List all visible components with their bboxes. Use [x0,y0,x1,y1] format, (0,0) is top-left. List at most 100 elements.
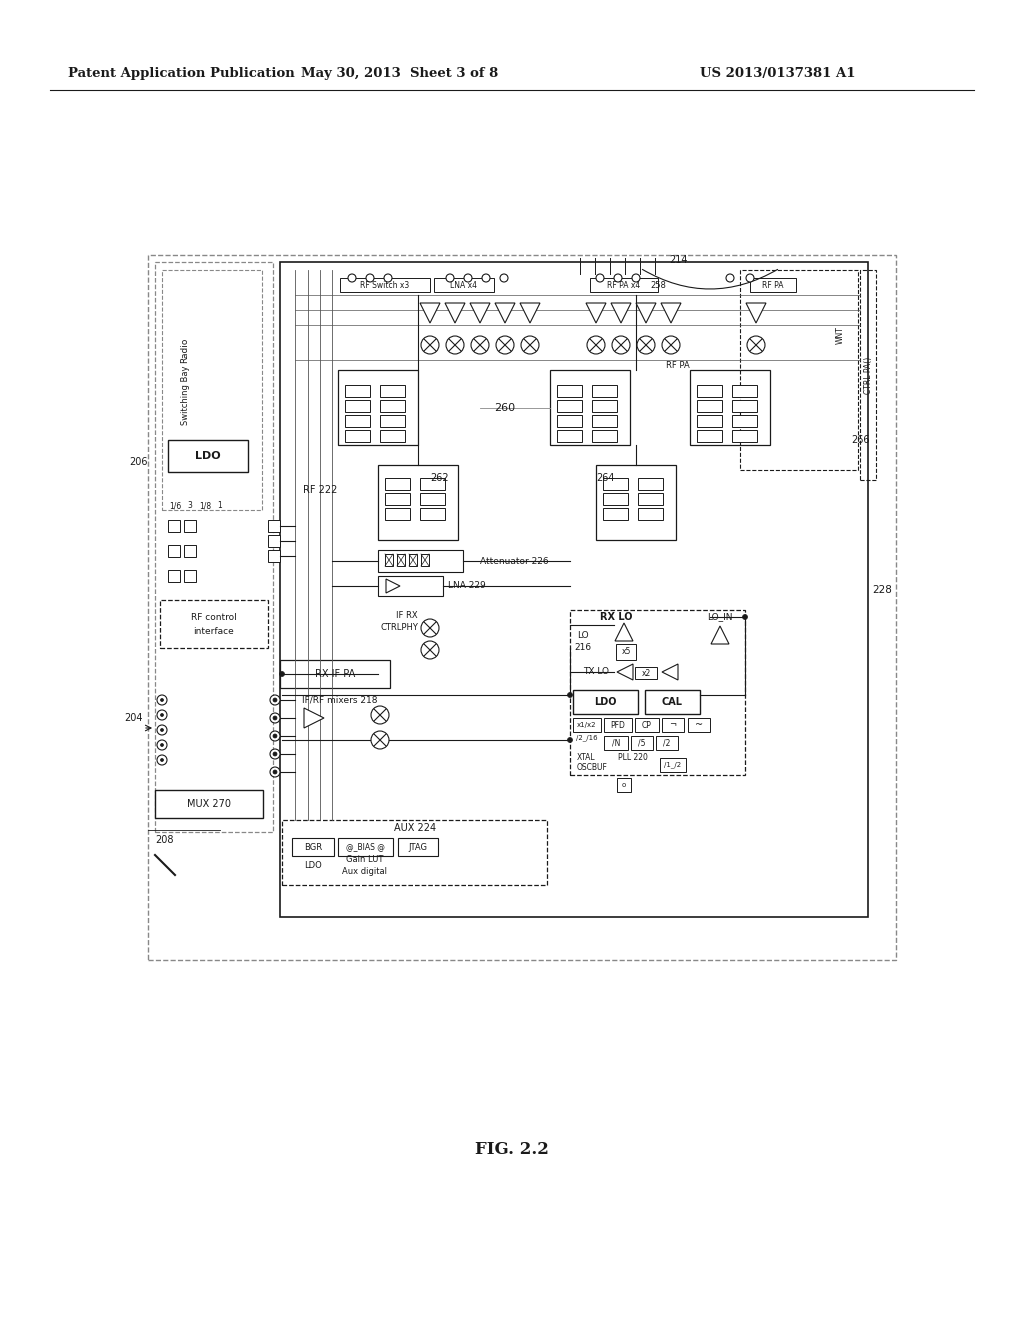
Circle shape [273,715,278,719]
Bar [697,414,722,426]
Text: RX LO: RX LO [600,612,633,622]
Text: PLL 220: PLL 220 [618,754,648,763]
Circle shape [446,337,464,354]
Bar [168,520,180,532]
Bar [645,690,700,714]
Text: /1_/2: /1_/2 [665,762,682,768]
Bar [168,570,180,582]
Text: /N: /N [611,738,621,747]
Text: RF 222: RF 222 [303,484,337,495]
Circle shape [161,698,164,701]
Text: interface: interface [194,627,234,636]
Polygon shape [662,664,678,680]
Bar [592,400,617,412]
Circle shape [521,337,539,354]
Circle shape [471,337,489,354]
Bar [268,550,280,562]
Text: ~: ~ [695,719,703,730]
Polygon shape [615,623,633,642]
Polygon shape [711,626,729,644]
Text: 206: 206 [129,457,148,467]
Bar [635,667,657,678]
Circle shape [662,337,680,354]
Text: 1: 1 [218,502,222,511]
Text: CTRLPHY: CTRLPHY [380,623,418,632]
Circle shape [157,696,167,705]
Text: 204: 204 [125,713,143,723]
Bar [398,838,438,855]
Text: 266: 266 [852,436,870,445]
Circle shape [421,619,439,638]
Circle shape [161,729,164,731]
Text: LO: LO [578,631,589,639]
Text: XTAL: XTAL [577,754,596,763]
Bar [660,758,686,772]
Bar [573,718,601,733]
Bar [557,414,582,426]
Bar [292,838,334,855]
Bar [380,430,406,442]
Bar [596,465,676,540]
Text: RF control: RF control [191,614,237,623]
Polygon shape [445,304,465,323]
Circle shape [273,770,278,774]
Polygon shape [520,304,540,323]
Bar [380,414,406,426]
Bar [155,789,263,818]
Text: LNA 229: LNA 229 [449,582,485,590]
Bar [378,465,458,540]
Bar [732,430,757,442]
Text: IF/RF mixers 218: IF/RF mixers 218 [302,696,378,705]
Bar [603,478,628,490]
Bar [573,690,638,714]
Polygon shape [304,708,324,729]
Bar [421,554,429,566]
Bar [592,414,617,426]
Text: LDO: LDO [196,451,221,461]
Polygon shape [611,304,631,323]
Bar [282,820,547,884]
Bar [345,385,370,397]
Circle shape [567,738,572,742]
Bar [162,271,262,510]
Circle shape [637,337,655,354]
Bar [160,601,268,648]
Text: 216: 216 [574,644,592,652]
Bar [557,385,582,397]
Bar [732,400,757,412]
Bar [732,385,757,397]
Text: x1/x2: x1/x2 [578,722,597,729]
Circle shape [567,693,572,697]
Circle shape [746,275,754,282]
Bar [385,492,410,506]
Circle shape [270,767,280,777]
Text: IF RX: IF RX [396,610,418,619]
Circle shape [270,696,280,705]
Text: /2: /2 [664,738,671,747]
Circle shape [464,275,472,282]
Text: 1/8: 1/8 [199,502,211,511]
Bar [662,718,684,733]
Polygon shape [386,579,400,593]
Text: MUX 270: MUX 270 [187,799,231,809]
Text: FIG. 2.2: FIG. 2.2 [475,1142,549,1159]
Text: LNA x4: LNA x4 [451,281,477,289]
Circle shape [161,714,164,717]
Polygon shape [617,664,633,680]
Text: 264: 264 [596,473,614,483]
Text: WNT: WNT [836,326,845,345]
Text: Radio: Radio [180,338,189,363]
Bar [148,255,896,960]
Circle shape [596,275,604,282]
Bar [616,644,636,660]
Circle shape [161,759,164,762]
Bar [168,545,180,557]
Circle shape [421,642,439,659]
Bar [635,718,659,733]
Bar [617,777,631,792]
Bar [590,279,658,292]
Circle shape [632,275,640,282]
Bar [345,400,370,412]
Bar [656,737,678,750]
Circle shape [161,743,164,747]
